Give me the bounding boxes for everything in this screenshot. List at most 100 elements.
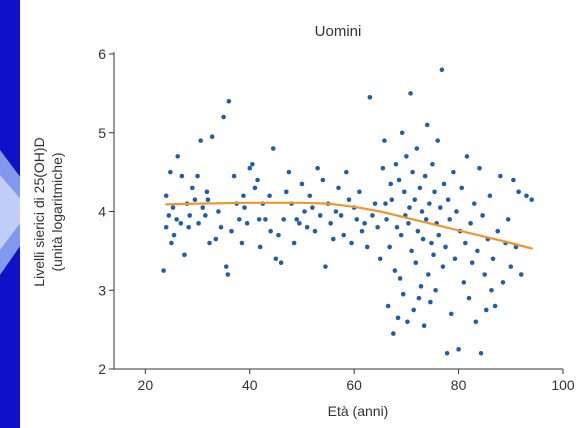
- data-point-95: [382, 138, 387, 143]
- y-axis-label: Livelli sierici di 25(OH)D: [31, 137, 47, 286]
- data-point-169: [475, 248, 480, 254]
- data-point-49: [263, 217, 268, 222]
- data-point-166: [469, 260, 475, 265]
- data-point-154: [448, 311, 454, 317]
- data-point-6: [170, 205, 176, 210]
- data-point-147: [439, 67, 445, 73]
- data-point-16: [190, 185, 195, 191]
- data-point-149: [441, 181, 447, 187]
- data-point-37: [237, 217, 242, 222]
- data-point-62: [297, 221, 302, 226]
- data-point-19: [196, 221, 201, 226]
- data-point-105: [394, 224, 400, 230]
- data-point-126: [416, 295, 422, 301]
- data-point-5: [169, 240, 174, 246]
- data-point-102: [391, 331, 396, 336]
- data-point-86: [359, 228, 365, 234]
- data-point-68: [312, 228, 318, 234]
- data-point-97: [384, 217, 389, 222]
- data-point-127: [417, 185, 423, 191]
- data-point-115: [405, 319, 410, 325]
- data-point-162: [463, 240, 468, 246]
- data-point-96: [383, 201, 388, 206]
- data-point-155: [451, 169, 456, 175]
- data-point-17: [192, 197, 198, 202]
- data-point-188: [516, 189, 521, 195]
- data-point-190: [524, 193, 529, 199]
- data-point-191: [529, 197, 534, 202]
- data-point-132: [422, 173, 428, 179]
- data-point-139: [430, 161, 435, 167]
- data-point-133: [423, 217, 429, 222]
- data-point-112: [401, 189, 407, 195]
- data-point-108: [397, 276, 403, 281]
- data-point-158: [456, 347, 461, 352]
- data-point-160: [459, 185, 465, 191]
- data-point-136: [427, 201, 432, 206]
- data-point-94: [380, 165, 386, 171]
- data-point-58: [286, 169, 292, 175]
- data-point-80: [344, 169, 349, 175]
- data-point-33: [226, 98, 232, 104]
- data-point-38: [239, 240, 245, 246]
- x-tick-label-40: 40: [242, 377, 258, 393]
- data-point-51: [268, 228, 273, 234]
- data-point-101: [389, 197, 395, 202]
- data-point-174: [483, 307, 489, 313]
- data-point-56: [281, 217, 286, 222]
- data-point-104: [393, 161, 399, 167]
- data-point-91: [372, 201, 378, 206]
- data-point-47: [257, 244, 263, 250]
- data-point-124: [414, 146, 420, 151]
- data-point-137: [428, 299, 433, 305]
- data-point-29: [218, 224, 224, 230]
- data-point-138: [429, 240, 434, 246]
- data-point-87: [362, 221, 367, 226]
- data-point-43: [250, 161, 255, 167]
- data-point-65: [304, 224, 310, 230]
- data-point-152: [445, 197, 451, 202]
- data-point-93: [377, 256, 383, 262]
- data-point-23: [204, 189, 210, 195]
- data-point-8: [174, 217, 179, 222]
- data-point-134: [424, 122, 430, 128]
- scatter-chart: Uomini Livelli sierici di 25(OH)D (unità…: [31, 23, 575, 419]
- data-point-41: [244, 221, 250, 226]
- data-point-35: [231, 173, 237, 179]
- data-point-66: [307, 193, 313, 199]
- data-point-182: [500, 280, 506, 285]
- data-point-164: [466, 295, 472, 301]
- data-point-53: [273, 256, 279, 262]
- data-point-172: [480, 213, 485, 218]
- data-point-3: [166, 213, 172, 218]
- data-point-185: [508, 264, 514, 269]
- data-point-70: [317, 213, 323, 218]
- data-point-170: [477, 165, 482, 171]
- y-axis-label-unit: (unità logaritmiche): [49, 152, 65, 271]
- data-point-90: [370, 213, 375, 218]
- y-tick-label-6: 6: [98, 46, 106, 62]
- data-point-63: [299, 181, 305, 187]
- data-point-67: [310, 205, 315, 210]
- chart-title: Uomini: [315, 23, 362, 40]
- data-point-2: [163, 193, 169, 199]
- data-point-168: [473, 319, 479, 325]
- data-point-32: [225, 272, 231, 277]
- data-point-142: [433, 287, 438, 293]
- data-point-116: [406, 221, 411, 226]
- data-point-128: [418, 284, 424, 289]
- data-point-140: [431, 252, 436, 258]
- data-point-69: [315, 165, 320, 171]
- data-point-52: [270, 146, 276, 151]
- data-point-121: [411, 307, 416, 313]
- data-point-165: [468, 221, 473, 226]
- data-point-25: [207, 240, 212, 246]
- data-point-71: [320, 177, 326, 183]
- data-point-114: [404, 154, 409, 159]
- data-point-64: [302, 209, 307, 214]
- data-point-84: [354, 217, 360, 222]
- data-point-7: [171, 232, 177, 238]
- data-point-189: [518, 272, 524, 277]
- data-point-129: [419, 209, 425, 214]
- data-point-176: [487, 193, 493, 199]
